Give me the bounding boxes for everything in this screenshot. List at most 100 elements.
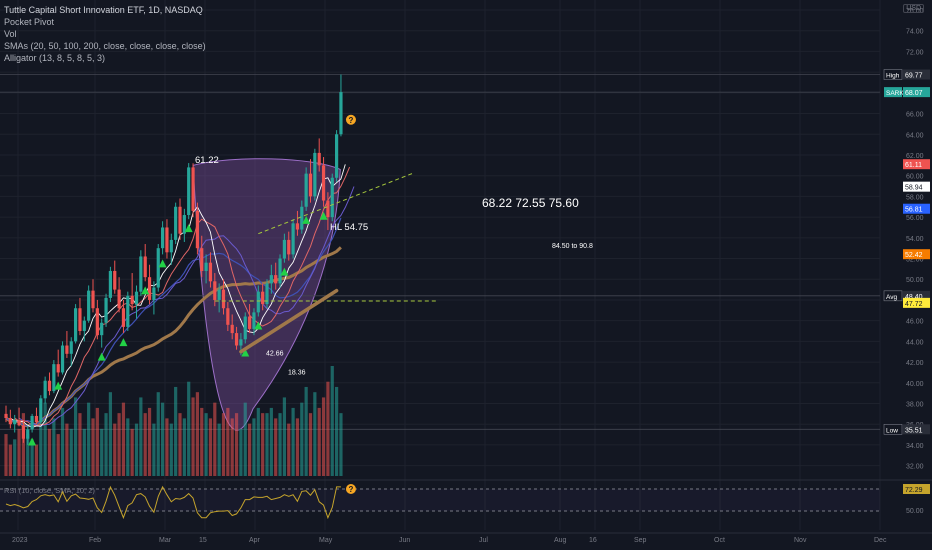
volume-bar: [74, 397, 78, 476]
price-tag-bg: [903, 87, 930, 98]
candle: [248, 316, 252, 329]
candle: [252, 312, 256, 329]
candle: [4, 413, 8, 419]
rsi-tick-label: 50.00: [906, 508, 924, 515]
volume-bar: [147, 407, 152, 476]
volume-bar: [339, 413, 343, 476]
indicator-alligator[interactable]: Alligator (13, 8, 5, 8, 5, 3): [4, 53, 106, 63]
candle: [274, 275, 278, 284]
volume-bar: [261, 413, 265, 476]
chart-annotation: 18.36: [288, 370, 306, 377]
volume-bar: [47, 428, 52, 476]
candle: [287, 239, 291, 255]
y-tick-label: 42.00: [906, 360, 924, 367]
candle: [295, 223, 300, 230]
rsi-band: [0, 489, 880, 511]
candle: [121, 308, 126, 327]
candle: [126, 295, 130, 327]
uptrend-line: [239, 288, 339, 354]
candle: [78, 308, 82, 332]
volume-bar: [91, 418, 95, 476]
pocket-pivot-marker: [241, 348, 250, 357]
price-tag-label: SARK: [886, 90, 904, 97]
x-tick-label: Feb: [89, 537, 101, 544]
candle: [291, 223, 295, 255]
price-tag-label-bg: [883, 69, 903, 80]
volume-bar: [200, 407, 204, 476]
candle: [174, 206, 178, 240]
candle: [74, 308, 78, 342]
x-tick-label: May: [319, 537, 333, 544]
pocket-pivot-marker: [141, 286, 150, 295]
candle: [213, 281, 217, 300]
volume-bar: [308, 413, 313, 476]
volume-bar: [295, 418, 300, 476]
y-tick-label: 52.00: [906, 257, 924, 264]
candle: [26, 429, 30, 439]
event-marker-glyph: ?: [348, 116, 353, 125]
volume-bar: [243, 402, 247, 476]
volume-bar: [30, 439, 34, 476]
y-tick-label: 38.00: [906, 402, 924, 409]
volume-bar: [69, 428, 73, 476]
volume-bar: [13, 439, 17, 476]
candle: [300, 206, 304, 230]
rsi-value-bg: [903, 484, 930, 494]
candle: [169, 239, 173, 253]
candle: [304, 173, 308, 207]
price-tag-label: High: [886, 73, 900, 80]
y-tick-label: 46.00: [906, 319, 924, 326]
price-tag-value: 56.81: [905, 207, 923, 214]
alligator-jaw-line: [18, 186, 355, 427]
rsi-event-marker-icon: [345, 484, 356, 494]
candle: [113, 270, 117, 290]
candle: [317, 152, 321, 166]
pocket-pivot-marker: [54, 381, 63, 390]
price-tag-value: 68.07: [905, 90, 923, 97]
price-tag-label-bg: [883, 290, 903, 302]
price-tag-label-bg: [884, 87, 902, 98]
candle: [313, 152, 317, 197]
candle: [134, 291, 139, 305]
candle: [226, 308, 230, 325]
candle: [234, 333, 239, 346]
indicator-pocket-pivot[interactable]: Pocket Pivot: [4, 17, 55, 27]
event-marker-icon: [345, 114, 356, 125]
pocket-pivot-marker: [158, 259, 167, 268]
volume-bar: [100, 428, 104, 476]
candle: [278, 258, 282, 284]
volume-bar: [108, 392, 112, 476]
candle: [335, 134, 339, 178]
price-tag-bg: [903, 424, 930, 435]
candle: [104, 297, 108, 323]
indicator-smas[interactable]: SMAs (20, 50, 100, 200, close, close, cl…: [4, 41, 206, 51]
volume-bar: [330, 366, 334, 476]
x-tick-label: Mar: [159, 537, 172, 544]
volume-bar: [191, 397, 195, 476]
volume-bar: [291, 407, 295, 476]
volume-bar: [321, 397, 326, 476]
candle: [139, 256, 143, 292]
volume-bar: [213, 402, 217, 476]
price-tag-value: 61.11: [905, 162, 922, 169]
candle: [256, 291, 260, 313]
candle: [208, 262, 213, 282]
rsi-legend: RSI (10, close, SMA, 10, 2): [4, 486, 95, 495]
chart-annotation: 84.50 to 90.8: [552, 243, 593, 250]
x-tick-label: Oct: [714, 537, 725, 544]
volume-bar: [34, 444, 39, 476]
volume-bar: [21, 413, 25, 476]
price-tag-bg: [903, 69, 930, 80]
symbol-title[interactable]: Tuttle Capital Short Innovation ETF, 1D,…: [4, 5, 203, 15]
candle: [261, 291, 265, 305]
indicator-volume[interactable]: Vol: [4, 29, 17, 39]
volume-bar: [269, 407, 273, 476]
volume-bar: [174, 386, 178, 476]
candle: [204, 262, 208, 271]
currency-label[interactable]: USD: [903, 4, 924, 13]
volume-bar: [152, 423, 156, 476]
y-tick-label: 54.00: [906, 236, 924, 243]
volume-bar: [117, 413, 121, 476]
y-tick-label: 44.00: [906, 339, 924, 346]
